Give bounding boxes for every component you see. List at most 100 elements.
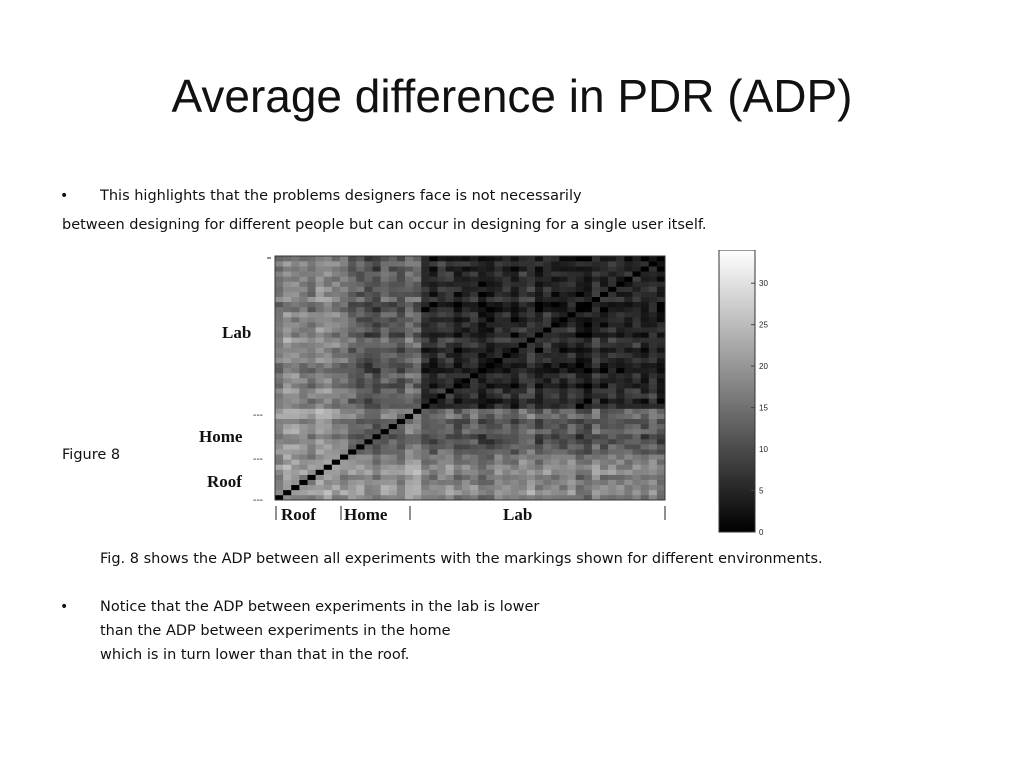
heatmap-cell — [656, 342, 666, 348]
heatmap-cell — [624, 388, 633, 394]
heatmap-cell — [502, 433, 511, 440]
heatmap-cell — [429, 327, 438, 333]
heatmap-cell — [275, 469, 284, 475]
figure-label: Figure 8 — [62, 447, 121, 463]
heatmap-cell — [405, 352, 414, 358]
heatmap-cell — [543, 256, 552, 262]
heatmap-cell — [510, 454, 520, 460]
heatmap-cell — [396, 347, 406, 353]
heatmap-cell — [526, 266, 536, 272]
heatmap-cell — [567, 484, 576, 491]
heatmap-cell — [291, 408, 300, 414]
heatmap-cell — [510, 271, 520, 277]
heatmap-cell — [510, 444, 520, 450]
heatmap-cell — [583, 357, 593, 364]
heatmap-cell — [543, 281, 552, 287]
heatmap-cell — [486, 418, 495, 425]
heatmap-cell — [616, 271, 625, 277]
heatmap-cell — [648, 444, 658, 450]
heatmap-cell — [656, 423, 666, 430]
heatmap-cell — [535, 393, 544, 399]
heatmap-cell — [656, 311, 666, 318]
heatmap-cell — [453, 327, 463, 333]
heatmap-cell — [526, 256, 536, 262]
heatmap-cell — [526, 388, 536, 394]
heatmap-cell — [526, 459, 536, 465]
heatmap-cell — [470, 291, 479, 297]
heatmap-cell — [616, 332, 625, 338]
heatmap-cell — [567, 464, 576, 470]
heatmap-cell — [486, 494, 495, 501]
heatmap-cell — [323, 423, 333, 430]
heatmap-cell — [640, 464, 650, 470]
heatmap-cell — [429, 423, 438, 430]
heatmap-cell — [559, 403, 568, 409]
heatmap-cell — [494, 474, 503, 480]
heatmap-cell — [624, 372, 633, 379]
heatmap-cell — [315, 378, 325, 384]
heatmap-cell — [307, 337, 316, 343]
heatmap-cell — [380, 403, 390, 409]
heatmap-cell — [429, 433, 438, 440]
heatmap-cell — [429, 489, 438, 496]
heatmap-cell — [461, 332, 471, 338]
heatmap-cell — [437, 261, 446, 267]
heatmap-cell — [380, 494, 390, 501]
heatmap-cell — [323, 347, 333, 353]
heatmap-cell — [429, 428, 438, 435]
heatmap-cell — [648, 367, 658, 374]
heatmap-cell — [526, 347, 536, 353]
heatmap-cell — [640, 494, 650, 501]
heatmap-cell — [583, 474, 593, 480]
heatmap-cell — [413, 327, 422, 333]
heatmap-cell — [396, 317, 406, 323]
heatmap-cell — [535, 403, 544, 409]
heatmap-cell — [575, 494, 585, 501]
heatmap-cell — [470, 408, 479, 414]
heatmap-cell-diagonal — [591, 296, 601, 303]
heatmap-cell — [486, 403, 495, 409]
heatmap-cell — [551, 342, 560, 348]
heatmap-cell — [559, 327, 568, 333]
heatmap-cell — [380, 474, 390, 480]
heatmap-cell — [372, 459, 381, 465]
heatmap-cell — [567, 393, 576, 399]
heatmap-cell — [461, 383, 471, 389]
heatmap-cell — [559, 474, 568, 480]
heatmap-cell — [494, 418, 503, 425]
heatmap-cell — [307, 393, 316, 399]
heatmap-cell — [275, 388, 284, 394]
heatmap-cell — [372, 494, 381, 501]
heatmap-cell — [421, 311, 430, 318]
heatmap-cell — [559, 454, 568, 460]
heatmap-cell — [380, 327, 390, 333]
heatmap-cell — [453, 317, 463, 323]
heatmap-cell — [600, 332, 609, 338]
heatmap-cell — [307, 449, 316, 455]
heatmap-cell — [486, 276, 495, 282]
heatmap-cell — [624, 296, 633, 303]
heatmap-cell — [656, 474, 666, 480]
heatmap-cell — [380, 337, 390, 343]
heatmap-cell — [461, 484, 471, 491]
heatmap-cell — [502, 474, 511, 480]
heatmap-cell — [551, 347, 560, 353]
heatmap-cell — [364, 398, 373, 404]
heatmap-cell — [502, 256, 511, 262]
heatmap-cell — [453, 408, 463, 414]
heatmap-cell — [461, 469, 471, 475]
heatmap-cell — [535, 413, 544, 419]
heatmap-cell — [518, 372, 528, 379]
heatmap-cell — [405, 332, 414, 338]
heatmap-cell — [567, 378, 576, 384]
heatmap-cell — [494, 378, 503, 384]
heatmap-cell — [559, 367, 568, 374]
heatmap-cell — [600, 464, 609, 470]
heatmap-cell — [559, 362, 568, 369]
heatmap-cell — [388, 439, 398, 445]
heatmap-cell — [275, 367, 284, 374]
heatmap-cell — [388, 322, 398, 328]
heatmap-cell — [502, 296, 511, 303]
heatmap-cell — [575, 357, 585, 364]
heatmap-cell — [453, 393, 463, 399]
